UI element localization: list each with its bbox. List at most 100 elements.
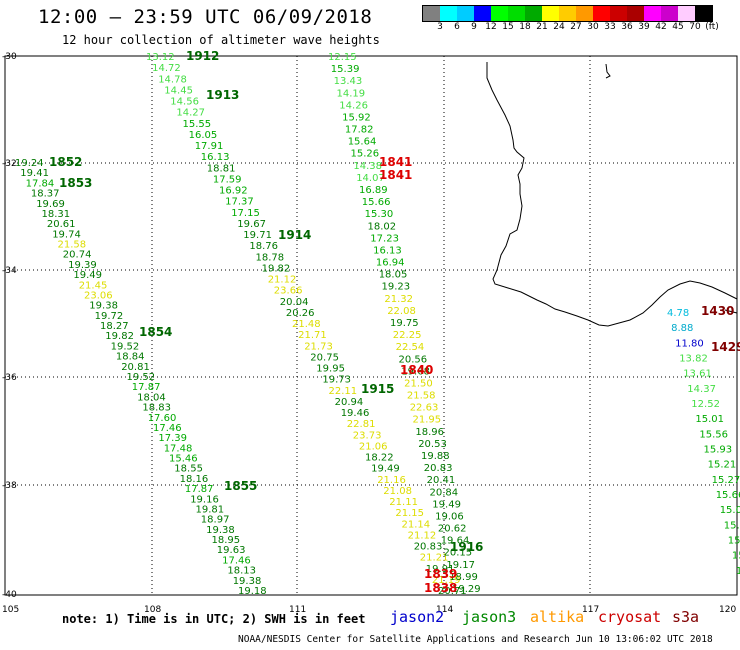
wave-height-value: 16.89 (359, 185, 388, 196)
wave-height-value: 15.30 (365, 209, 394, 220)
wave-height-value: 20.26 (286, 308, 315, 319)
wave-height-value: 23.06 (84, 291, 113, 302)
longitude-label: 117 (582, 605, 599, 615)
colorbar-swatch (440, 6, 457, 21)
colorbar-swatch (559, 6, 576, 21)
wave-height-value: 16.94 (376, 258, 405, 269)
colorbar-swatch (457, 6, 474, 21)
satellite-legend-s3a: s3a (672, 608, 700, 626)
wave-height-value: 19.52 (127, 372, 156, 383)
wave-height-value: 17.15 (231, 208, 260, 219)
wave-height-value: 16.92 (219, 186, 248, 197)
wave-height-value: 13.12 (146, 52, 175, 63)
wave-height-value: 19.63 (217, 545, 246, 556)
wave-height-value: 19.81 (196, 505, 225, 516)
wave-height-value: 22.81 (347, 419, 376, 430)
wave-height-value: 18.97 (201, 515, 230, 526)
wave-height-value: 20.04 (280, 297, 309, 308)
wave-height-value: 20.41 (427, 475, 456, 486)
wave-height-value: 14.78 (158, 74, 187, 85)
longitude-label: 108 (144, 605, 161, 615)
wave-height-value: 19.38 (206, 525, 235, 536)
colorbar-swatch (644, 6, 661, 21)
wave-height-observations: 19.2419.4117.8418.3719.6918.3120.6119.74… (15, 52, 740, 597)
wave-height-value: 14.26 (339, 100, 368, 111)
longitude-label: 111 (289, 605, 306, 615)
wave-height-value: 15.66 (362, 197, 391, 208)
wave-height-value: 15.93 (704, 445, 733, 456)
wave-height-value: 17.39 (158, 433, 187, 444)
wave-height-value: 15.56 (699, 429, 728, 440)
colorbar-label: 42 (655, 22, 667, 32)
coastline (486, 62, 738, 327)
wave-height-value: 19.46 (341, 408, 370, 419)
pass-label-1841b: 1841 (379, 168, 412, 182)
pass-label-1855: 1855 (224, 479, 257, 493)
wave-height-value: 18.84 (116, 352, 145, 363)
wave-height-value: 18.05 (379, 270, 408, 281)
wave-height-value: 13.61 (683, 369, 712, 380)
wave-height-value: 19.95 (316, 364, 345, 375)
wave-height-value: 22.08 (387, 306, 416, 317)
wave-height-value: 21.58 (58, 240, 87, 251)
wave-height-value: 22.54 (396, 342, 425, 353)
map-subtitle: 12 hour collection of altimeter wave hei… (62, 33, 380, 47)
credit-line: NOAA/NESDIS Center for Satellite Applica… (238, 634, 713, 645)
longitude-label: 114 (436, 605, 453, 615)
colorbar-label: 3 (437, 22, 443, 32)
wave-height-value: 18.55 (174, 464, 203, 475)
wave-height-value: 21.12 (408, 530, 437, 541)
wave-height-value: 18.95 (212, 535, 241, 546)
colorbar-swatch (508, 6, 525, 21)
wave-height-value: 15.01 (695, 414, 724, 425)
wave-height-value: 18.02 (368, 221, 397, 232)
longitude-label: 120 (719, 605, 736, 615)
wave-height-value: 17.84 (26, 178, 55, 189)
colorbar-label: 9 (471, 22, 477, 32)
wave-height-value: 19.29 (452, 584, 481, 595)
wave-height-value: 18.81 (207, 163, 236, 174)
wave-height-value: 20.53 (418, 439, 447, 450)
colorbar-labels: 3 6 9 12 15 18 21 24 27 30 33 36 39 42 45 70 (ft) (422, 22, 740, 34)
wave-height-value: 19.67 (237, 219, 266, 230)
wave-height-value: 20.81 (121, 362, 150, 373)
colorbar-label: 18 (519, 22, 531, 32)
wave-height-value: 21.58 (407, 391, 436, 402)
latitude-label: -30 (2, 52, 17, 62)
wave-height-value: 20.94 (335, 397, 364, 408)
satellite-legend-cryosat: cryosat (598, 608, 662, 626)
colorbar-label: 70 (689, 22, 701, 32)
wave-height-value: 17.46 (222, 555, 251, 566)
wave-height-value: 19.73 (322, 375, 351, 386)
wave-height-value: 18.99 (449, 572, 478, 583)
wave-height-value: 15.64 (348, 137, 377, 148)
wave-height-value: 19.82 (262, 263, 291, 274)
colorbar-swatch (423, 6, 440, 21)
wave-height-value: 17.23 (370, 233, 399, 244)
latitude-label: -36 (2, 373, 17, 383)
wave-height-value: 19.41 (20, 168, 49, 179)
pass-label-1852: 1852 (49, 155, 82, 169)
pass-label-1430: 1430 (701, 304, 734, 318)
wave-height-value: 23.73 (353, 430, 382, 441)
wave-height-value: 19.39 (68, 260, 97, 271)
wave-height-value: 19.82 (105, 331, 134, 342)
wave-height-value: 21.21 (420, 553, 449, 564)
colorbar-swatch (695, 6, 712, 21)
wave-height-value: 18.16 (180, 474, 209, 485)
wave-height-value: 17.91 (195, 141, 224, 152)
wave-height-value: 21.06 (359, 441, 388, 452)
pass-label-1853: 1853 (59, 176, 92, 190)
wave-height-value: 19.23 (382, 282, 411, 293)
wave-height-value: 16.2 (736, 566, 740, 577)
wave-height-value: 15.27 (712, 475, 740, 486)
wave-height-value: 20.84 (430, 487, 459, 498)
wave-height-value: 19.38 (233, 576, 262, 587)
wave-height-value: 20.56 (399, 354, 428, 365)
wave-height-value: 21.95 (413, 415, 442, 426)
wave-height-value: 21.14 (402, 519, 431, 530)
colorbar-swatch (525, 6, 542, 21)
wave-height-value: 22.11 (329, 386, 358, 397)
colorbar-label: 36 (621, 22, 633, 32)
wave-height-value: 17.37 (225, 197, 254, 208)
